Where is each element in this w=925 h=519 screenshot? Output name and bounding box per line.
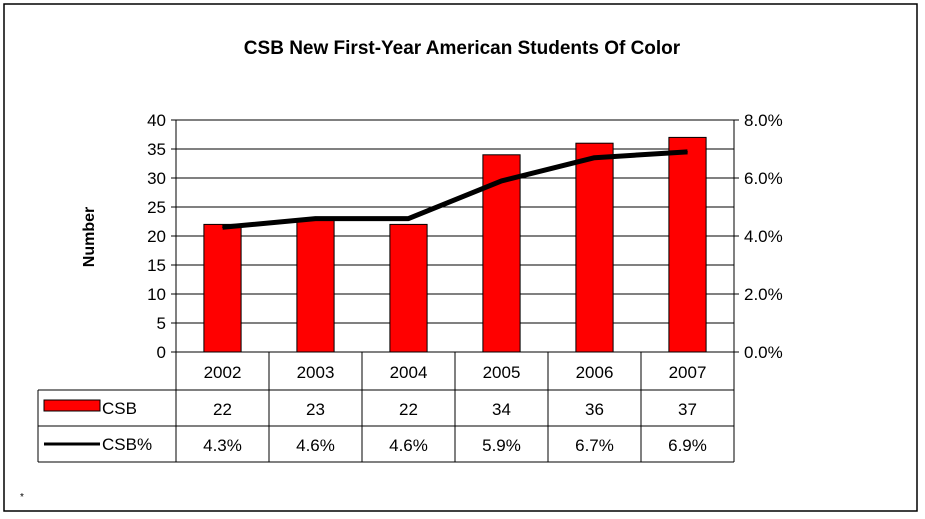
data-table: 2002 2003 2004 2005 2006 2007 CSB CSB% 22 23 22 34 3… — [37, 351, 735, 463]
data-label-csb-2004: 22 — [399, 400, 418, 419]
bar-2006 — [575, 142, 614, 353]
y2-axis-tick-label: 8.0% — [744, 111, 783, 130]
bar-2004 — [389, 223, 428, 353]
y-axis-tick-label: 35 — [147, 140, 166, 159]
csb-pct-line — [222, 149, 688, 230]
bar-series-csb — [203, 136, 707, 353]
data-label-csb-pct-2007: 6.9% — [668, 436, 707, 455]
category-label-2005: 2005 — [483, 363, 521, 382]
data-label-csb-2006: 36 — [585, 400, 604, 419]
bar-2007 — [668, 136, 707, 353]
category-label-2007: 2007 — [669, 363, 707, 382]
csb-pct-point-2007 — [687, 151, 688, 153]
csb-pct-point-2004 — [408, 218, 409, 220]
y-axis-tick-label: 0 — [157, 343, 166, 362]
data-label-csb-2007: 37 — [678, 400, 697, 419]
y2-axis-tick-label: 2.0% — [744, 285, 783, 304]
axes: 0 5 10 15 20 25 30 35 40 0.0% 2.0% 4.0% 6.0% 8.0% — [147, 111, 783, 362]
y2-axis-tick-label: 0.0% — [744, 343, 783, 362]
y-axis-tick-label: 10 — [147, 285, 166, 304]
y-axis-tick-label: 40 — [147, 111, 166, 130]
y-axis-tick-label: 15 — [147, 256, 166, 275]
csb-pct-point-2002 — [222, 226, 223, 228]
data-label-csb-pct-2002: 4.3% — [203, 436, 242, 455]
data-label-csb-pct-2006: 6.7% — [575, 436, 614, 455]
legend-label-csb: CSB — [102, 399, 137, 418]
data-label-csb-pct-2005: 5.9% — [482, 436, 521, 455]
chart-title: CSB New First-Year American Students Of … — [244, 38, 681, 59]
data-label-csb-pct-2004: 4.6% — [389, 436, 428, 455]
legend-label-csb-pct: CSB% — [102, 435, 152, 454]
csb-pct-point-2006 — [594, 157, 595, 159]
y2-axis-tick-label: 4.0% — [744, 227, 783, 246]
bar-2003 — [296, 218, 335, 353]
data-label-csb-2005: 34 — [492, 400, 511, 419]
y-axis-tick-label: 30 — [147, 169, 166, 188]
category-label-2006: 2006 — [576, 363, 614, 382]
csb-pct-point-2003 — [315, 218, 316, 220]
gridlines — [176, 119, 734, 324]
bar-2002 — [203, 223, 242, 353]
y-axis-label: Number — [81, 207, 98, 267]
line-series-csb-pct — [222, 149, 688, 230]
y-axis-tick-label: 20 — [147, 227, 166, 246]
y-axis-tick-label: 5 — [157, 314, 166, 333]
csb-pct-point-2005 — [501, 180, 502, 182]
y2-axis-tick-label: 6.0% — [744, 169, 783, 188]
category-label-2004: 2004 — [390, 363, 428, 382]
y-axis-tick-label: 25 — [147, 198, 166, 217]
category-label-2003: 2003 — [297, 363, 335, 382]
category-label-2002: 2002 — [204, 363, 242, 382]
footnote: * — [20, 492, 24, 503]
data-label-csb-2002: 22 — [213, 400, 232, 419]
legend-key-csb — [43, 399, 101, 412]
data-label-csb-pct-2003: 4.6% — [296, 436, 335, 455]
data-label-csb-2003: 23 — [306, 400, 325, 419]
